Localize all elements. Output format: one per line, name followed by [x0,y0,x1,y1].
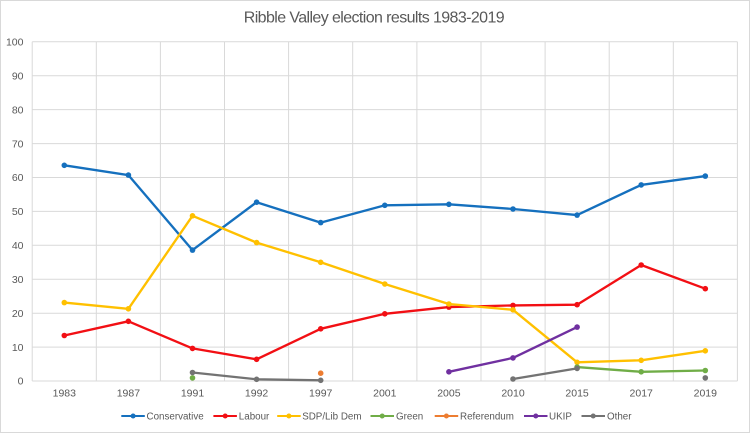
svg-text:SDP/Lib Dem: SDP/Lib Dem [302,412,361,423]
svg-text:70: 70 [12,138,24,150]
svg-text:90: 90 [12,70,24,82]
svg-text:2001: 2001 [373,388,397,400]
svg-text:UKIP: UKIP [549,412,572,423]
svg-text:10: 10 [12,342,24,354]
svg-text:60: 60 [12,172,24,184]
svg-text:Referendum: Referendum [460,412,514,423]
svg-text:Other: Other [607,412,632,423]
svg-text:80: 80 [12,104,24,116]
svg-text:2015: 2015 [565,388,589,400]
svg-text:1987: 1987 [117,388,141,400]
svg-text:Green: Green [396,412,423,423]
svg-text:1992: 1992 [245,388,269,400]
svg-text:100: 100 [6,37,24,49]
svg-text:Ribble Valley election results: Ribble Valley election results 1983-2019 [244,9,505,26]
svg-text:Labour: Labour [239,412,270,423]
svg-text:2005: 2005 [437,388,461,400]
svg-text:50: 50 [12,206,24,218]
svg-text:30: 30 [12,274,24,286]
svg-text:40: 40 [12,240,24,252]
svg-text:1997: 1997 [309,388,333,400]
svg-text:0: 0 [18,376,24,388]
svg-text:20: 20 [12,308,24,320]
svg-text:2019: 2019 [694,388,718,400]
svg-text:Conservative: Conservative [147,412,205,423]
svg-text:2010: 2010 [501,388,525,400]
svg-text:1991: 1991 [181,388,205,400]
svg-text:1983: 1983 [53,388,77,400]
svg-text:2017: 2017 [630,388,654,400]
